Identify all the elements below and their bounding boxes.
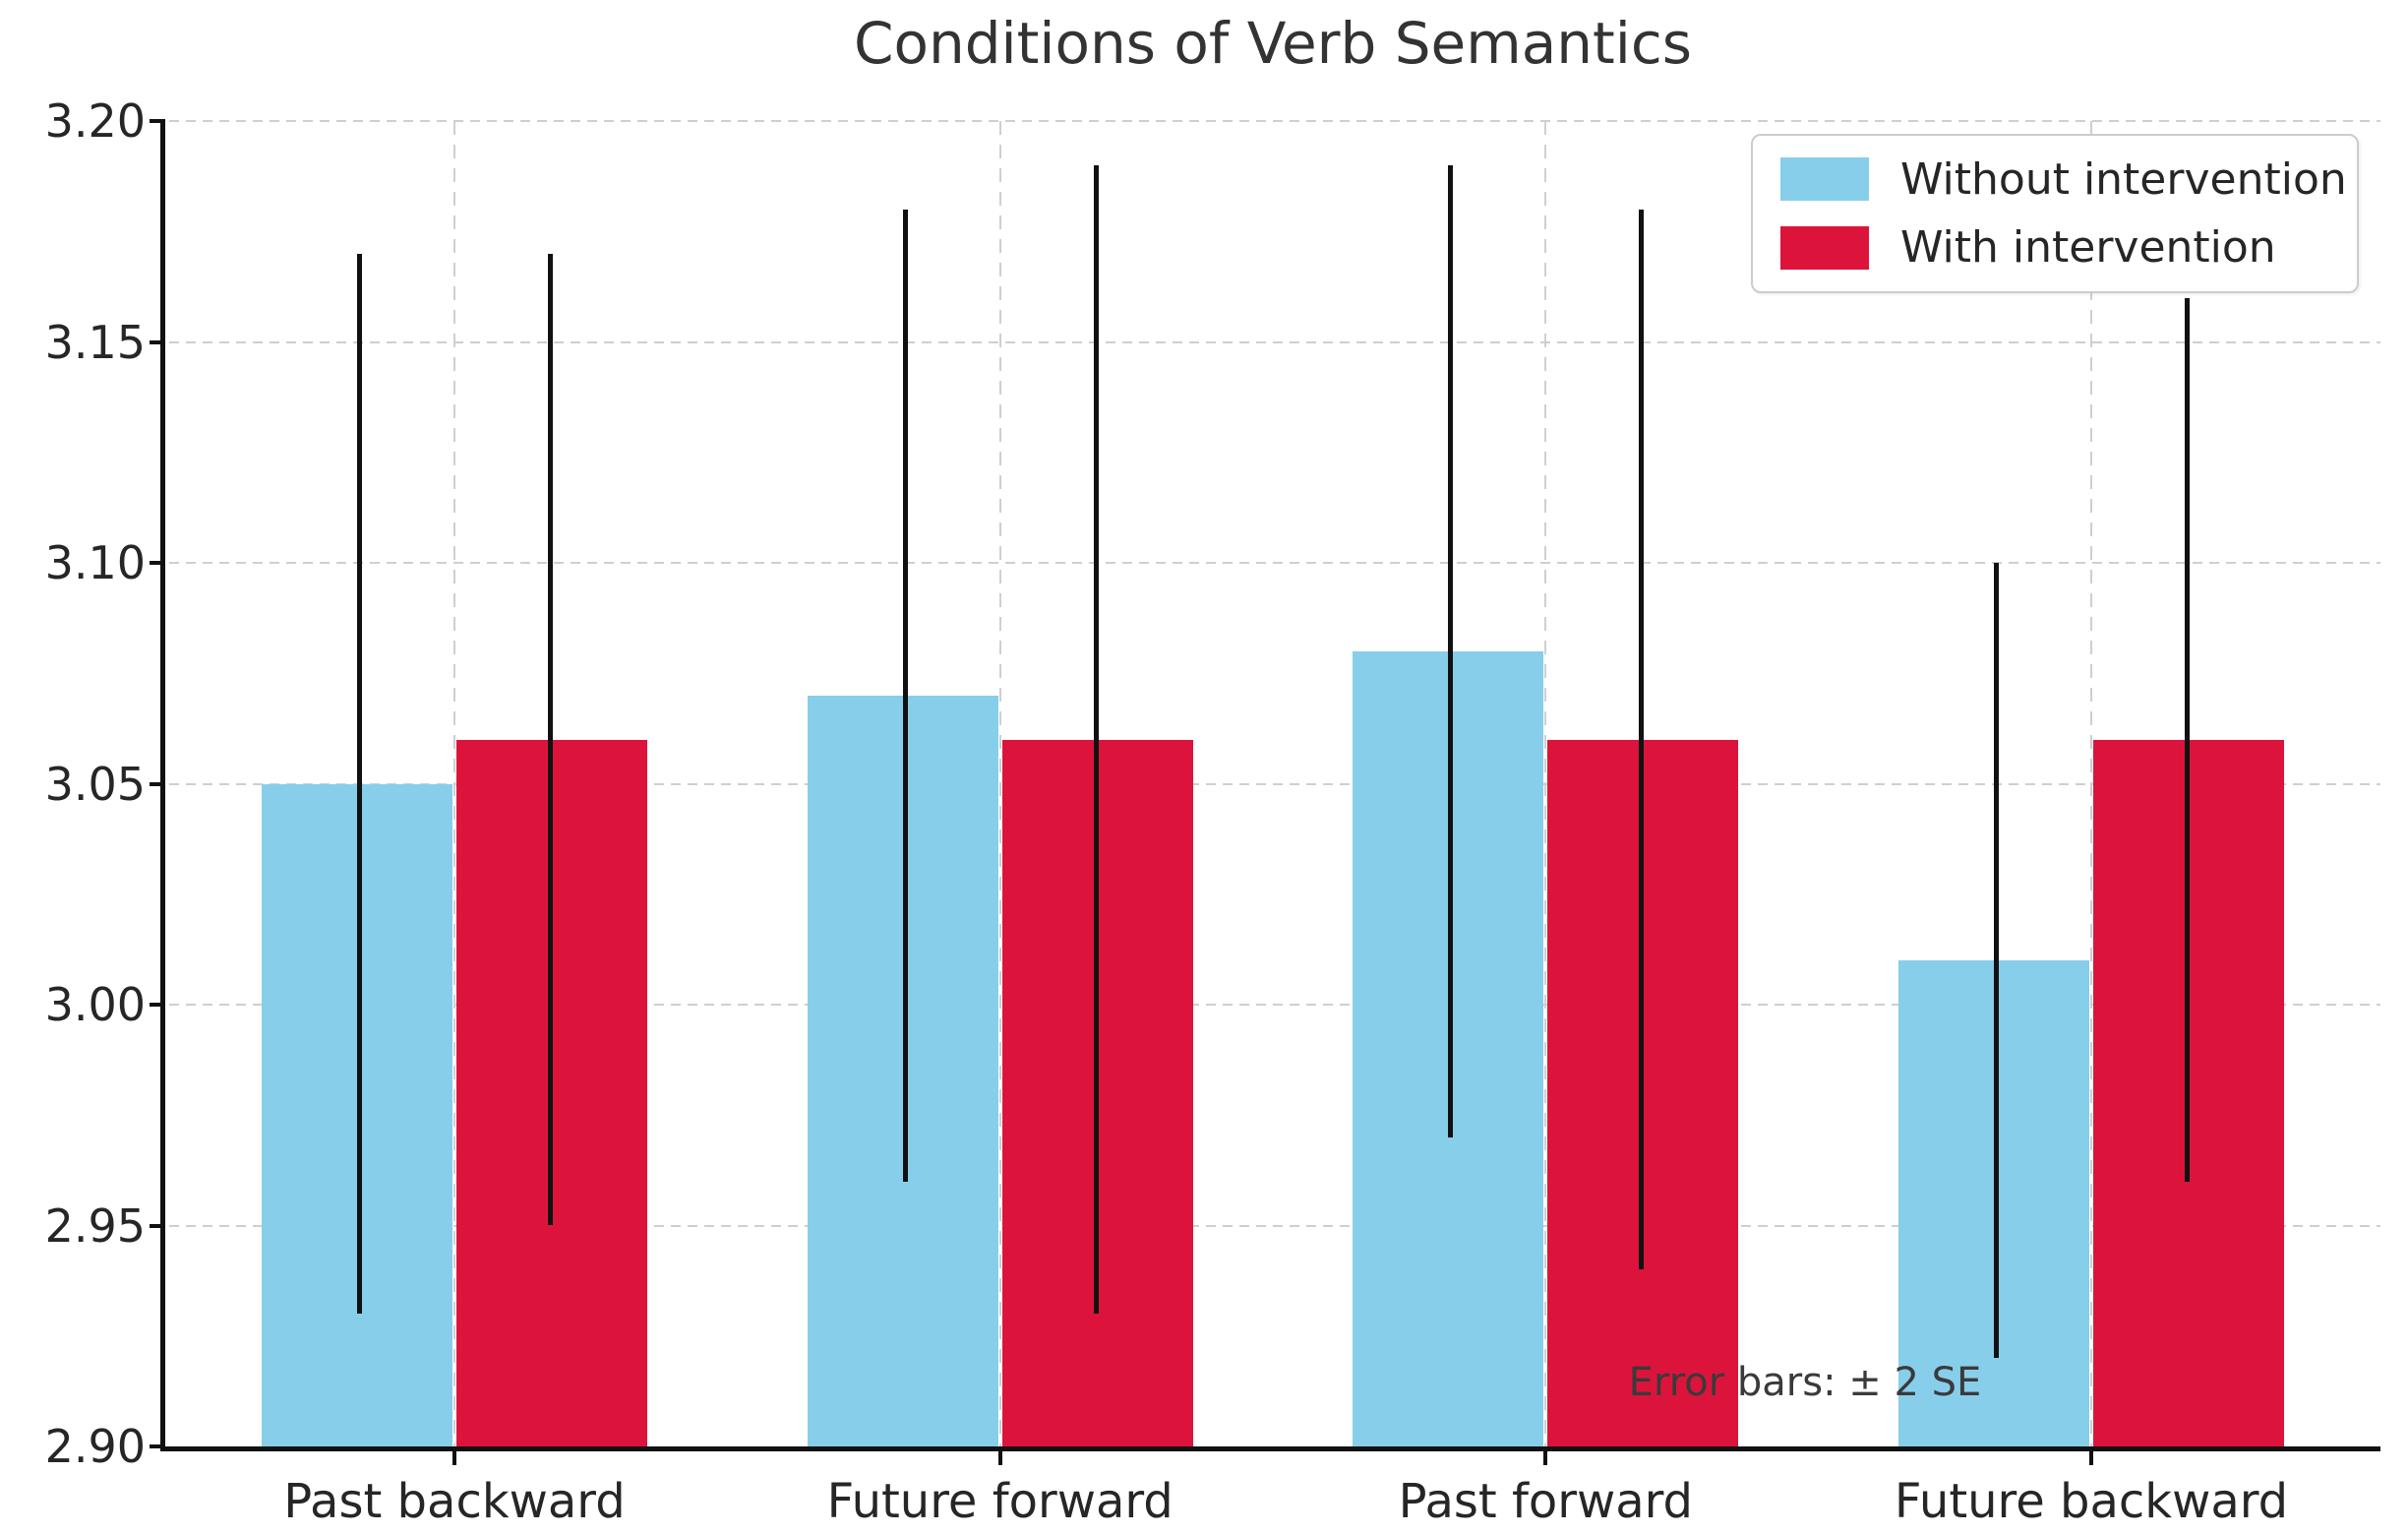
gridline-horizontal	[169, 1224, 2380, 1227]
gridline-vertical	[452, 121, 455, 1446]
gridline-horizontal	[169, 1004, 2380, 1006]
error-bar	[1448, 164, 1454, 1137]
legend-swatch	[1780, 157, 1869, 202]
chart-title: Conditions of Verb Semantics	[854, 10, 1692, 77]
error-note: Error bars: ± 2 SE	[1628, 1360, 1982, 1405]
error-bar	[1639, 209, 1645, 1270]
error-bar	[547, 253, 553, 1226]
gridline-horizontal	[169, 562, 2380, 564]
error-bar	[1093, 164, 1099, 1315]
legend-swatch	[1780, 225, 1869, 270]
y-axis-spine	[160, 121, 165, 1451]
gridline-vertical	[998, 121, 1001, 1446]
legend-label: With intervention	[1900, 222, 2276, 274]
y-tick-mark	[150, 781, 165, 786]
y-tick-label: 3.10	[44, 536, 146, 589]
y-tick-label: 3.05	[44, 757, 146, 811]
legend-item: Without intervention	[1780, 154, 2357, 205]
x-tick-mark	[997, 1451, 1002, 1465]
error-bar	[2185, 297, 2191, 1182]
gridline-horizontal	[169, 782, 2380, 785]
legend-item: With intervention	[1780, 222, 2357, 273]
x-tick-label: Future forward	[826, 1474, 1174, 1529]
x-tick-label: Past backward	[283, 1474, 626, 1529]
legend-label: Without intervention	[1900, 154, 2347, 205]
x-tick-mark	[452, 1451, 456, 1465]
x-tick-label: Future backward	[1894, 1474, 2289, 1529]
x-tick-mark	[2089, 1451, 2094, 1465]
gridline-vertical	[2090, 121, 2093, 1446]
gridline-vertical	[1544, 121, 1547, 1446]
gridline-horizontal	[169, 340, 2380, 343]
x-axis-spine	[160, 1446, 2380, 1451]
x-tick-label: Past forward	[1398, 1474, 1693, 1529]
y-tick-label: 3.20	[44, 94, 146, 148]
y-tick-label: 3.00	[44, 978, 146, 1031]
x-tick-mark	[1543, 1451, 1548, 1465]
error-bar	[356, 253, 362, 1315]
y-tick-label: 2.95	[44, 1198, 146, 1253]
gridline-horizontal	[169, 120, 2380, 122]
y-tick-mark	[150, 119, 165, 123]
y-tick-mark	[150, 339, 165, 344]
y-tick-mark	[150, 1223, 165, 1228]
error-bar	[1994, 563, 2000, 1359]
y-tick-label: 2.90	[44, 1420, 146, 1473]
y-tick-mark	[150, 561, 165, 565]
y-tick-mark	[150, 1003, 165, 1007]
y-tick-label: 3.15	[44, 315, 146, 369]
legend: Without intervention With intervention	[1751, 134, 2359, 293]
error-bar	[902, 209, 908, 1182]
y-tick-mark	[150, 1444, 165, 1448]
